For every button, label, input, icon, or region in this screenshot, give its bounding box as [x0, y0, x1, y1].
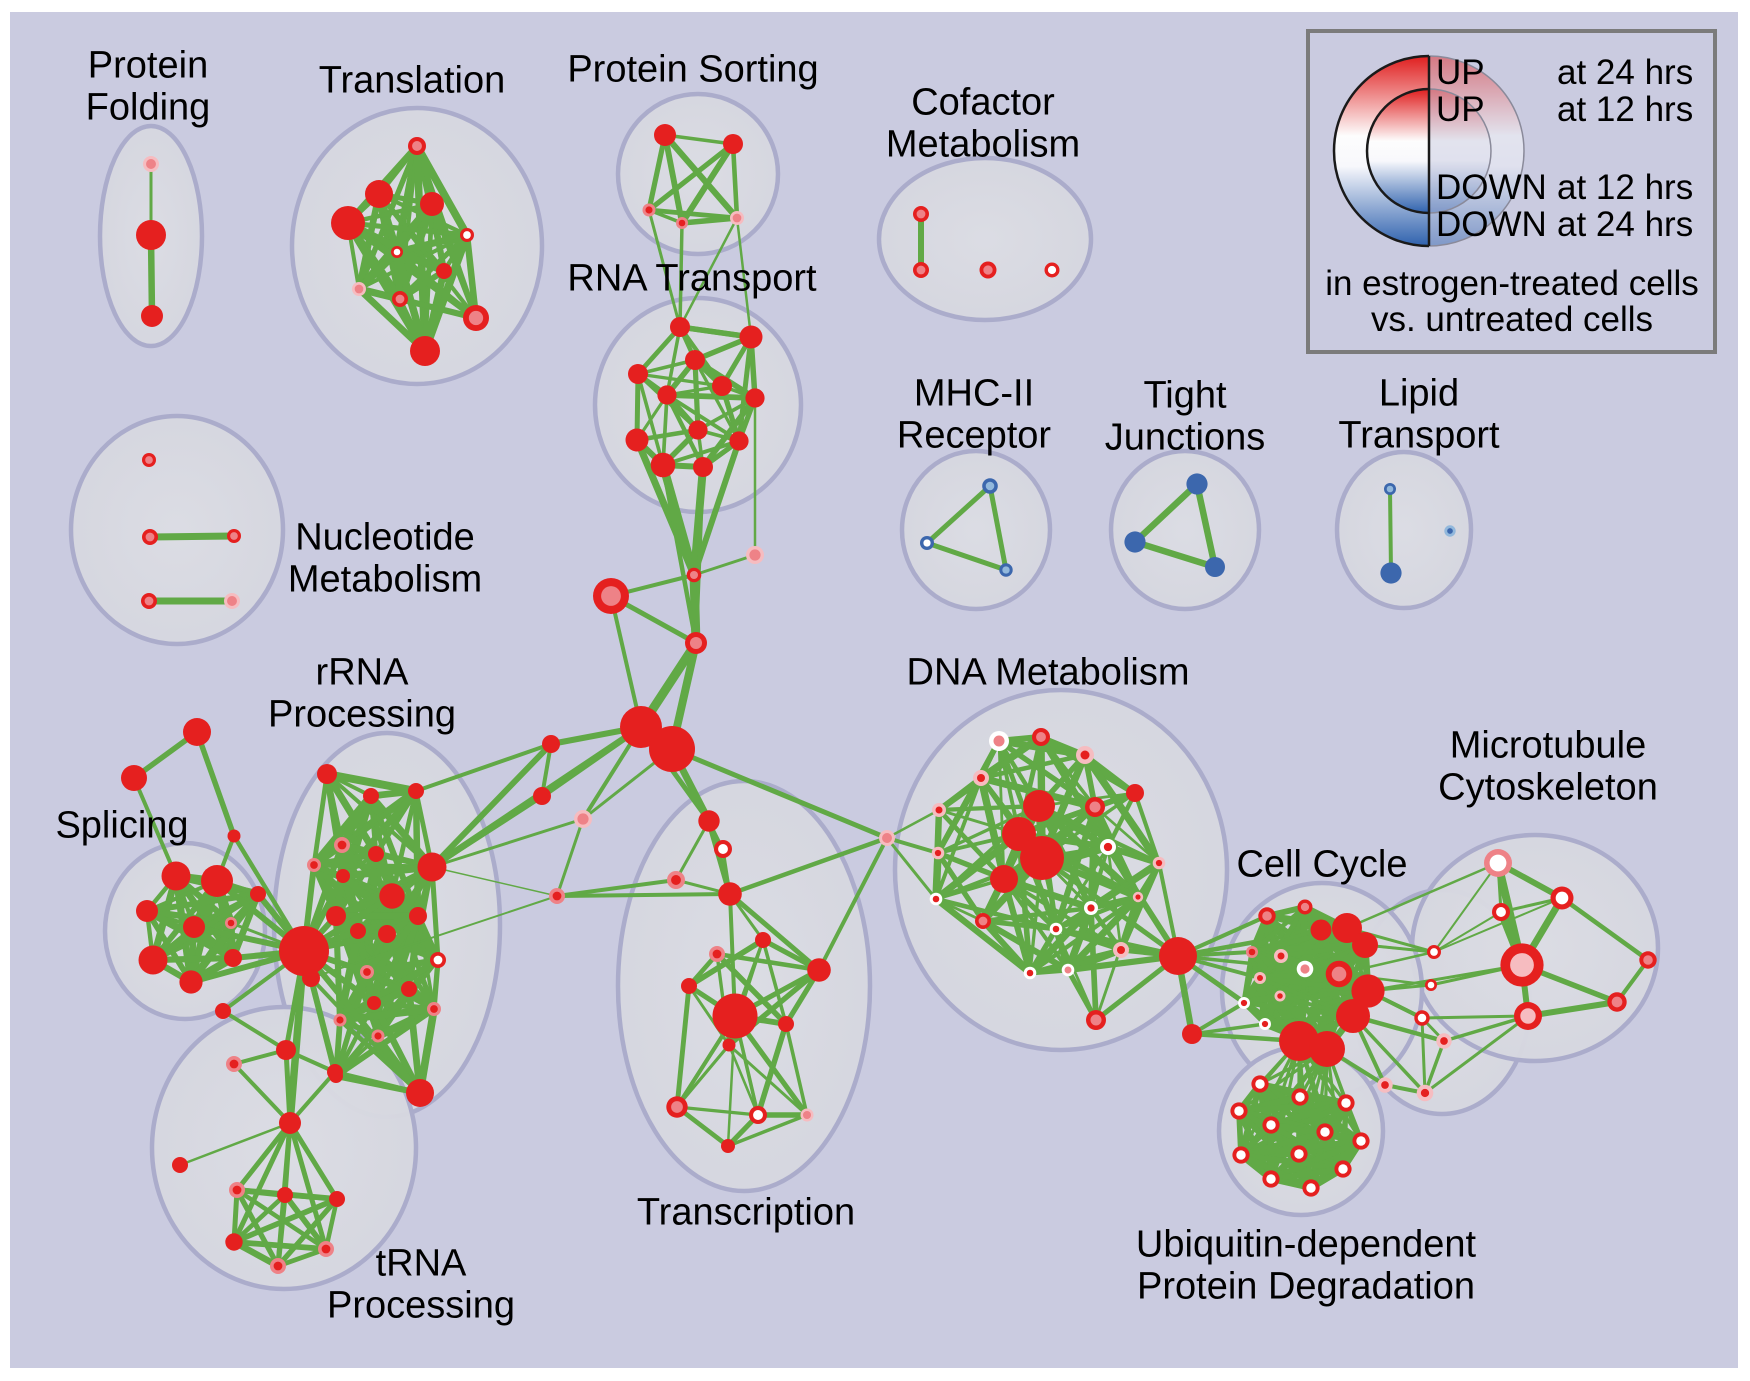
- svg-text:Protein Degradation: Protein Degradation: [1137, 1265, 1475, 1307]
- svg-text:Receptor: Receptor: [897, 414, 1052, 456]
- svg-text:vs. untreated cells: vs. untreated cells: [1371, 300, 1653, 339]
- svg-text:Processing: Processing: [327, 1284, 515, 1326]
- svg-text:at 24 hrs: at 24 hrs: [1557, 205, 1693, 244]
- svg-text:Cytoskeleton: Cytoskeleton: [1438, 766, 1658, 808]
- svg-text:UP: UP: [1436, 53, 1485, 92]
- svg-text:Protein Sorting: Protein Sorting: [567, 48, 818, 90]
- svg-text:DNA Metabolism: DNA Metabolism: [907, 651, 1190, 693]
- svg-text:Processing: Processing: [268, 693, 456, 735]
- svg-text:Lipid: Lipid: [1379, 372, 1459, 414]
- svg-text:Protein: Protein: [88, 44, 208, 86]
- svg-text:Tight: Tight: [1143, 374, 1227, 416]
- svg-text:Microtubule: Microtubule: [1450, 724, 1646, 766]
- svg-text:RNA Transport: RNA Transport: [567, 257, 817, 299]
- svg-text:at 24 hrs: at 24 hrs: [1557, 53, 1693, 92]
- svg-text:UP: UP: [1436, 90, 1485, 129]
- svg-text:at 12 hrs: at 12 hrs: [1557, 90, 1693, 129]
- svg-text:Nucleotide: Nucleotide: [295, 516, 475, 558]
- svg-text:rRNA: rRNA: [316, 651, 410, 693]
- svg-text:Transport: Transport: [1338, 414, 1500, 456]
- svg-text:Splicing: Splicing: [55, 804, 188, 846]
- svg-text:Cofactor: Cofactor: [911, 81, 1055, 123]
- svg-text:Transcription: Transcription: [637, 1191, 855, 1233]
- svg-text:Ubiquitin-dependent: Ubiquitin-dependent: [1136, 1223, 1477, 1265]
- svg-text:in estrogen-treated cells: in estrogen-treated cells: [1325, 264, 1699, 303]
- svg-text:Folding: Folding: [86, 86, 211, 128]
- svg-text:Metabolism: Metabolism: [288, 558, 482, 600]
- svg-text:Junctions: Junctions: [1105, 416, 1266, 458]
- svg-text:DOWN: DOWN: [1436, 205, 1547, 244]
- svg-text:Translation: Translation: [319, 59, 506, 101]
- svg-text:DOWN: DOWN: [1436, 168, 1547, 207]
- svg-text:Metabolism: Metabolism: [886, 123, 1080, 165]
- svg-text:Cell Cycle: Cell Cycle: [1236, 843, 1407, 885]
- svg-text:at 12 hrs: at 12 hrs: [1557, 168, 1693, 207]
- svg-text:tRNA: tRNA: [376, 1242, 467, 1284]
- svg-text:MHC-II: MHC-II: [914, 372, 1034, 414]
